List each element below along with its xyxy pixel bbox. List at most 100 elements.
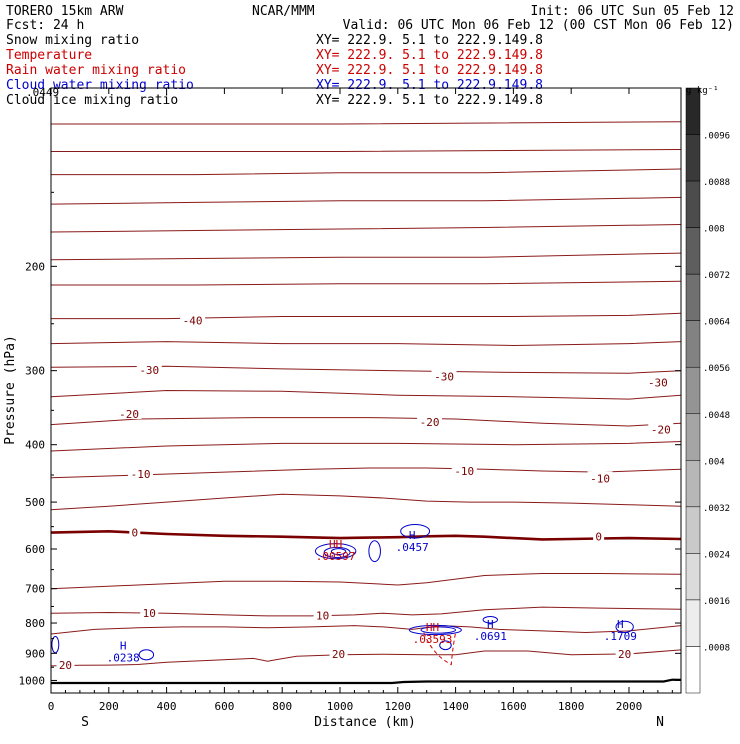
y-tick-label-500: 500 bbox=[25, 496, 45, 509]
x-tick-label-800: 800 bbox=[272, 700, 292, 713]
cloud-contour-330km bbox=[138, 649, 155, 661]
isotherm-label-bg-3 bbox=[645, 375, 671, 388]
colorbar-cell-10 bbox=[685, 553, 701, 601]
isotherm-label-3: -30 bbox=[648, 376, 668, 389]
north-label: N bbox=[656, 715, 664, 730]
x-axis-title: Distance (km) bbox=[314, 715, 416, 730]
isotherm-minus60 bbox=[50, 196, 682, 205]
cloud-water-layer bbox=[51, 523, 634, 666]
y-tick-label-800: 800 bbox=[25, 617, 45, 630]
colorbar-label-5: .0056 bbox=[703, 364, 730, 374]
colorbar-label-9: .0024 bbox=[703, 550, 730, 560]
isotherm-minus10 bbox=[50, 467, 682, 479]
isotherm-label-bg-7 bbox=[128, 466, 154, 479]
cloud-max-value-0: .0238 bbox=[107, 651, 140, 664]
isotherm-label-bg-1 bbox=[136, 362, 162, 375]
x-tick-label-1600: 1600 bbox=[500, 700, 527, 713]
rain-max-h-0: HH bbox=[329, 538, 342, 551]
colorbar-label-10: .0016 bbox=[703, 597, 730, 607]
isotherm-label-14: 20 bbox=[59, 659, 72, 672]
x-tick-label-2000: 2000 bbox=[616, 700, 643, 713]
colorbar-label-1: .0088 bbox=[703, 178, 730, 188]
ground-surface bbox=[51, 678, 682, 685]
isotherm-label-13: 10 bbox=[316, 610, 329, 623]
isotherm-minus65 bbox=[51, 168, 682, 176]
colorbar-cell-6 bbox=[685, 366, 701, 415]
cloud-max-value-1: .0457 bbox=[396, 541, 429, 554]
rain-max-value-1: .03593 bbox=[413, 633, 453, 646]
legend-snow-xy: XY= 222.9. 5.1 to 222.9.149.8 bbox=[316, 33, 543, 48]
isotherm-minus15 bbox=[50, 441, 682, 452]
isotherm-label-bg-8 bbox=[451, 463, 477, 476]
isotherm-label-9: -10 bbox=[590, 472, 610, 485]
cloud-max-h-3: H bbox=[617, 618, 624, 631]
colorbar-cell-7 bbox=[685, 413, 701, 461]
legend-temperature: Temperature bbox=[6, 48, 92, 63]
colorbar-cell-5 bbox=[685, 320, 701, 368]
legend-cloud-water: Cloud water mixing ratio bbox=[6, 78, 194, 93]
isotherm-minus50 bbox=[50, 252, 682, 261]
cloud-contour-edge bbox=[51, 635, 60, 654]
isotherm-label-bg-15 bbox=[329, 647, 348, 660]
cloud-contour-1000km-inner bbox=[330, 548, 347, 556]
isotherm-minus30 bbox=[50, 365, 682, 374]
colorbar-label-11: .0008 bbox=[703, 643, 730, 653]
model-title: TORERO 15km ARW bbox=[6, 4, 124, 19]
isotherm-label-5: -20 bbox=[420, 416, 440, 429]
x-tick-label-1000: 1000 bbox=[327, 700, 354, 713]
cloud-contour-1330km-inner bbox=[420, 626, 457, 634]
isotherm-minus5 bbox=[50, 493, 682, 511]
y-tick-label-1000: 1000 bbox=[19, 674, 46, 687]
colorbar-label-7: .004 bbox=[703, 457, 725, 467]
isotherm-minus55 bbox=[50, 224, 682, 233]
isotherm-label-2: -30 bbox=[434, 371, 454, 384]
cloud-contour-1000km-outer bbox=[314, 543, 357, 560]
isotherm-minus70 bbox=[51, 149, 682, 152]
x-tick-label-1400: 1400 bbox=[442, 700, 469, 713]
y-tick-label-900: 900 bbox=[25, 647, 45, 660]
forecast-hour: Fcst: 24 h bbox=[6, 18, 84, 33]
isotherm-label-bg-14 bbox=[56, 658, 75, 671]
cloud-max-h-0: H bbox=[120, 639, 127, 652]
cloud-max-h-1: H bbox=[409, 529, 416, 542]
cloud-contour-1250km bbox=[400, 523, 431, 539]
plot-frame bbox=[50, 87, 682, 694]
x-tick-label-0: 0 bbox=[48, 700, 55, 713]
isotherm-label-11: 0 bbox=[595, 531, 602, 544]
rain-max-value-0: .00597 bbox=[316, 550, 356, 563]
colorbar-label-8: .0032 bbox=[703, 504, 730, 514]
valid-time: Valid: 06 UTC Mon 06 Feb 12 (00 CST Mon … bbox=[343, 18, 734, 33]
isotherm-label-bg-11 bbox=[593, 529, 605, 542]
rain-max-h-1: HH bbox=[426, 621, 439, 634]
isotherm-label-bg-4 bbox=[116, 406, 142, 419]
colorbar-label-2: .008 bbox=[703, 225, 725, 235]
isotherm-label-4: -20 bbox=[119, 408, 139, 421]
colorbar-unit: g kg⁻¹ bbox=[686, 86, 719, 96]
isotherm-label-bg-6 bbox=[648, 422, 674, 435]
isotherm-label-7: -10 bbox=[131, 468, 151, 481]
y-tick-label-700: 700 bbox=[25, 583, 45, 596]
x-tick-label-1800: 1800 bbox=[558, 700, 585, 713]
center-label: NCAR/MMM bbox=[252, 4, 315, 19]
isotherm-minus25 bbox=[50, 389, 682, 400]
x-tick-label-400: 400 bbox=[157, 700, 177, 713]
isotherm-minus20 bbox=[50, 417, 682, 427]
cloud-max-value-3: .1709 bbox=[604, 630, 637, 643]
cloud-contour-1120km bbox=[368, 540, 381, 563]
axis-layer: 0 200 400 600 800 1000 1200 1400 1600 1800 2000200… bbox=[19, 87, 682, 713]
y-tick-label-400: 400 bbox=[25, 439, 45, 452]
isotherm-label-bg-2 bbox=[431, 369, 457, 382]
isotherm-label-6: -20 bbox=[651, 423, 671, 436]
isotherm-label-12: 10 bbox=[143, 607, 156, 620]
isotherm-label-bg-16 bbox=[615, 646, 634, 659]
isotherm-label-1: -30 bbox=[139, 364, 159, 377]
cloud-max-value-2: .0691 bbox=[474, 630, 507, 643]
isotherm-10 bbox=[50, 606, 682, 617]
colorbar-cell-4 bbox=[685, 273, 701, 321]
isotherm-0 bbox=[50, 529, 682, 541]
cloud-contour-1360km-low bbox=[439, 640, 452, 651]
isotherm-label-bg-12 bbox=[140, 606, 159, 619]
colorbar-label-6: .0048 bbox=[703, 411, 730, 421]
